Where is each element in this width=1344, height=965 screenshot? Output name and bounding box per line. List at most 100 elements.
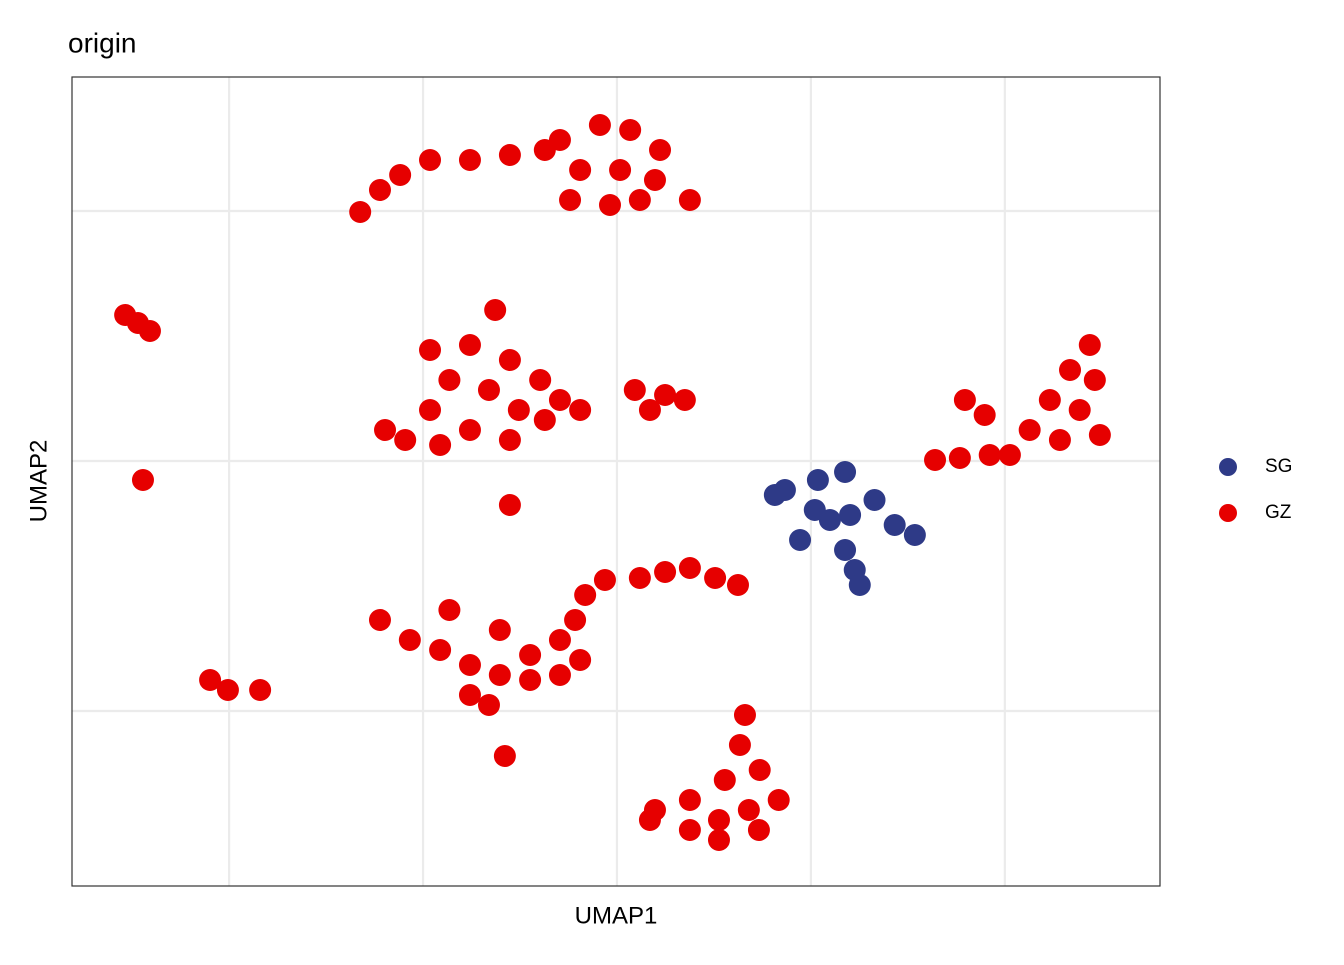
legend-label: GZ: [1265, 502, 1292, 523]
point: [609, 159, 632, 181]
point: [973, 404, 996, 426]
point: [458, 654, 481, 676]
point: [1018, 419, 1041, 441]
point: [678, 189, 701, 211]
point: [389, 164, 412, 186]
point: [519, 644, 542, 666]
point: [806, 469, 829, 491]
point: [488, 619, 511, 641]
point: [678, 557, 701, 579]
point: [429, 434, 452, 456]
point: [349, 201, 372, 223]
point: [477, 694, 500, 716]
point: [419, 399, 442, 421]
point: [707, 829, 730, 851]
point: [767, 789, 790, 811]
point: [803, 499, 826, 521]
point: [569, 159, 592, 181]
chart-title: origin: [68, 27, 136, 58]
point: [1088, 424, 1111, 446]
point: [848, 574, 871, 596]
point: [498, 429, 521, 451]
point: [654, 561, 677, 583]
point: [1078, 334, 1101, 356]
point: [638, 809, 661, 831]
point: [1059, 359, 1082, 381]
point: [498, 494, 521, 516]
point: [569, 649, 592, 671]
y-axis-label: UMAP2: [25, 440, 52, 523]
point: [747, 819, 770, 841]
point: [649, 139, 672, 161]
point: [574, 584, 597, 606]
point: [548, 389, 571, 411]
point: [834, 539, 857, 561]
point: [673, 389, 696, 411]
point: [678, 789, 701, 811]
point: [548, 664, 571, 686]
point: [707, 809, 730, 831]
point: [374, 419, 397, 441]
point: [458, 334, 481, 356]
point: [529, 369, 552, 391]
point: [883, 514, 906, 536]
point: [493, 745, 516, 767]
point: [726, 574, 749, 596]
point: [429, 639, 452, 661]
point: [1068, 399, 1091, 421]
point: [628, 567, 651, 589]
point: [638, 399, 661, 421]
point: [519, 669, 542, 691]
point: [564, 609, 587, 631]
point: [924, 449, 947, 471]
point: [789, 529, 812, 551]
point: [643, 169, 666, 191]
point: [458, 419, 481, 441]
point: [704, 567, 727, 589]
point: [1083, 369, 1106, 391]
point: [713, 769, 736, 791]
x-axis-label: UMAP1: [575, 902, 658, 929]
point: [1048, 429, 1071, 451]
point: [839, 504, 862, 526]
point: [419, 339, 442, 361]
point: [737, 799, 760, 821]
point: [678, 819, 701, 841]
legend-marker: [1219, 458, 1237, 476]
point: [368, 609, 391, 631]
point: [628, 189, 651, 211]
point: [593, 569, 616, 591]
point: [728, 734, 751, 756]
point: [394, 429, 417, 451]
point: [978, 444, 1001, 466]
point: [903, 524, 926, 546]
point: [138, 320, 161, 342]
point: [598, 194, 621, 216]
point: [249, 679, 272, 701]
point: [588, 114, 611, 136]
point: [953, 389, 976, 411]
point: [498, 144, 521, 166]
panel-border: [71, 76, 1161, 887]
point: [477, 379, 500, 401]
point: [619, 119, 642, 141]
point: [654, 384, 677, 406]
point: [548, 629, 571, 651]
point: [533, 409, 556, 431]
point: [834, 461, 857, 483]
point: [438, 369, 461, 391]
point: [131, 469, 154, 491]
point: [533, 139, 556, 161]
point: [199, 669, 222, 691]
point: [748, 759, 771, 781]
legend: SG GZ: [1219, 456, 1292, 523]
point: [559, 189, 582, 211]
point: [216, 679, 239, 701]
point: [498, 349, 521, 371]
point: [948, 447, 971, 469]
point: [458, 684, 481, 706]
point: [368, 179, 391, 201]
point: [733, 704, 756, 726]
point: [458, 149, 481, 171]
